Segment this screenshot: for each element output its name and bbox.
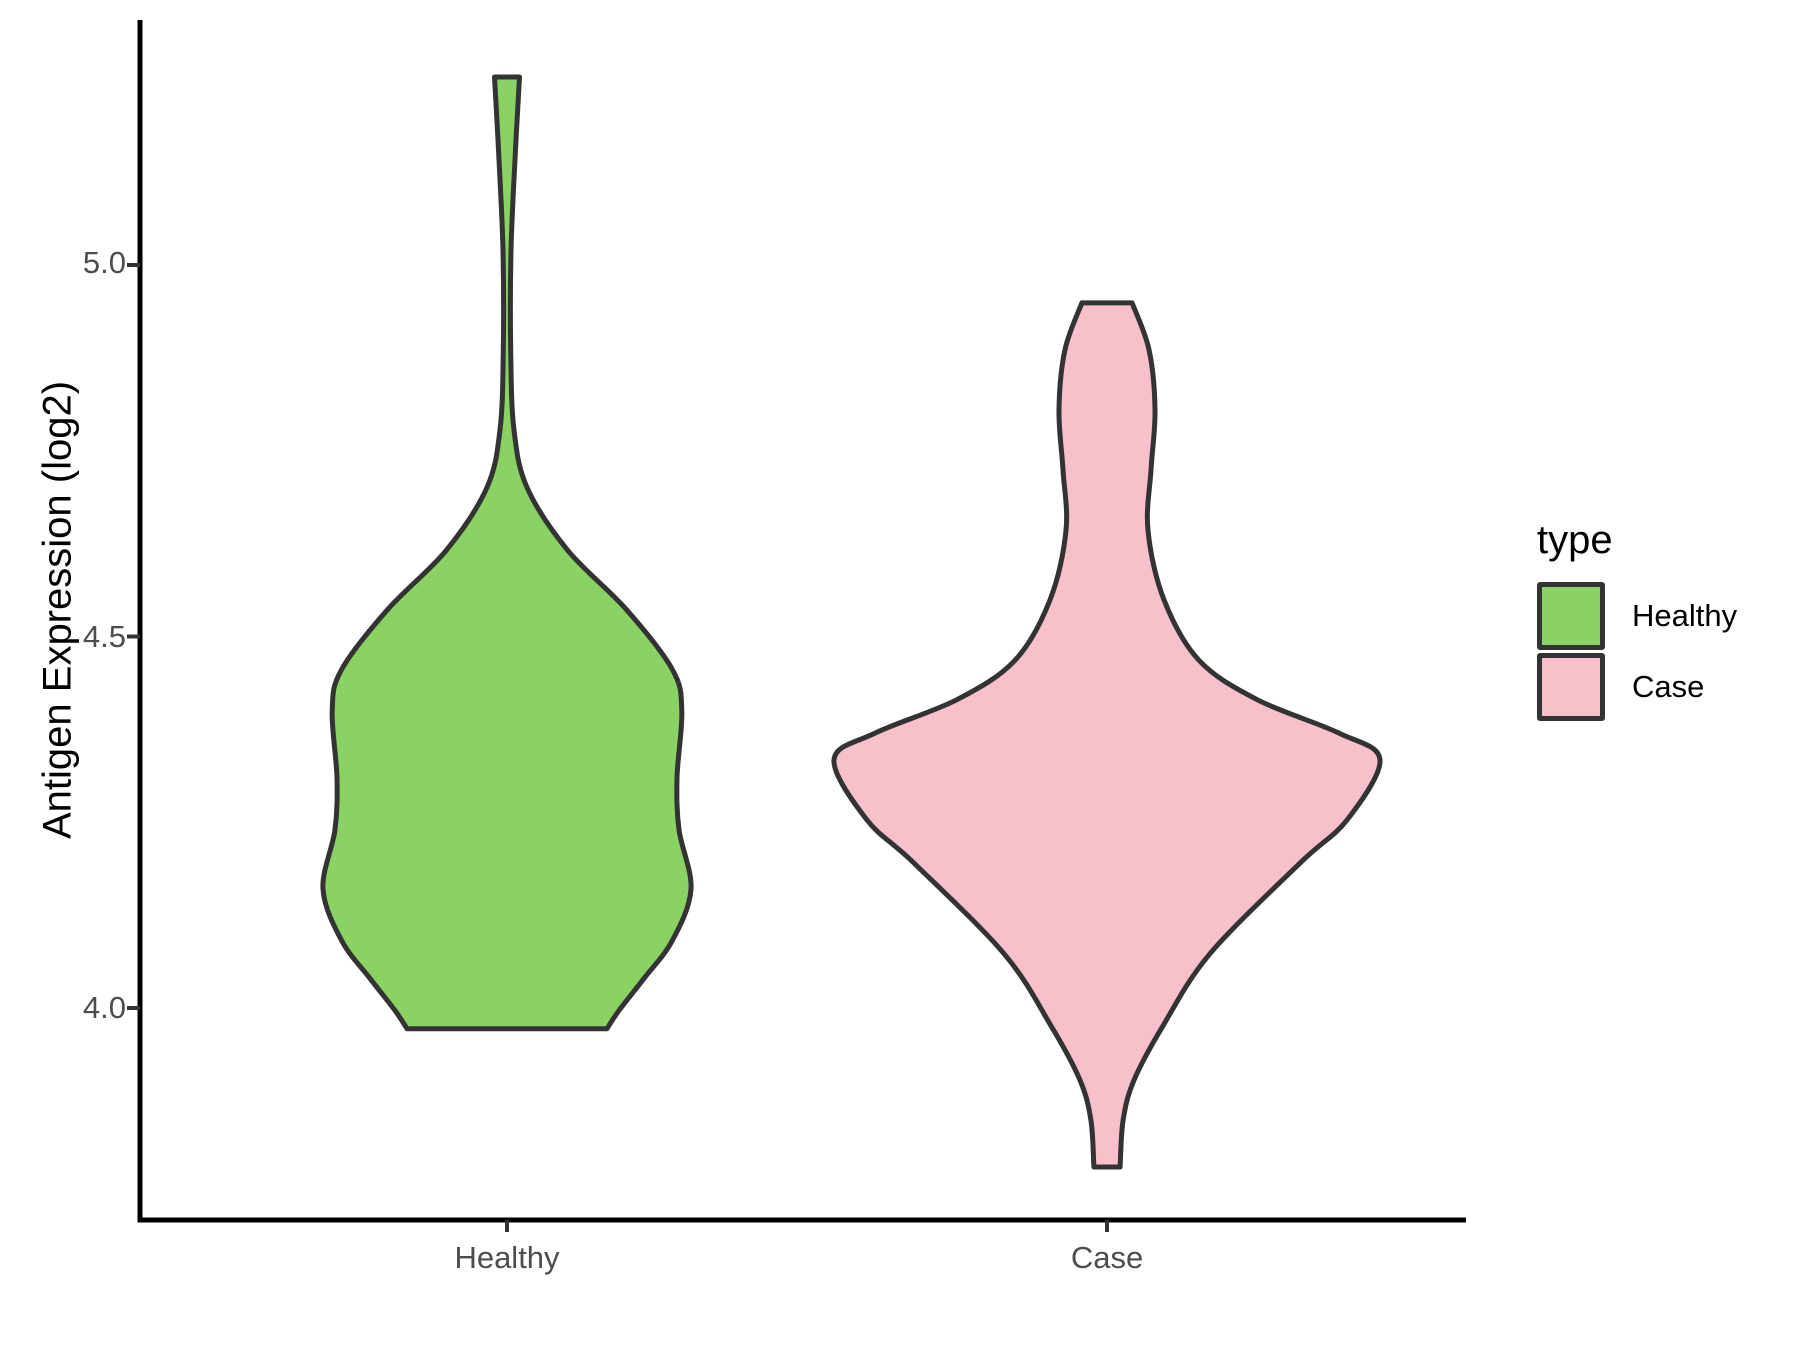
legend-label-healthy: Healthy xyxy=(1632,598,1738,633)
x-category-label-case: Case xyxy=(1070,1240,1144,1275)
legend-swatch-healthy xyxy=(1537,582,1605,650)
y-tick-label-4-0: 4.0 xyxy=(82,990,126,1025)
y-axis-title: Antigen Expression (log2) xyxy=(35,380,80,840)
healthy-violin xyxy=(320,74,694,1032)
legend-item-case: Case xyxy=(1537,653,1737,721)
legend-title: type xyxy=(1537,518,1613,562)
y-tick-label-5-0: 5.0 xyxy=(82,245,126,280)
x-category-label-healthy: Healthy xyxy=(454,1240,560,1275)
case-violin xyxy=(831,300,1383,1170)
legend-item-healthy: Healthy xyxy=(1537,582,1737,650)
legend-label-case: Case xyxy=(1632,669,1705,704)
y-tick-label-4-5: 4.5 xyxy=(82,619,126,654)
legend-swatch-case xyxy=(1537,653,1605,721)
legend: type Healthy Case xyxy=(1537,518,1737,724)
